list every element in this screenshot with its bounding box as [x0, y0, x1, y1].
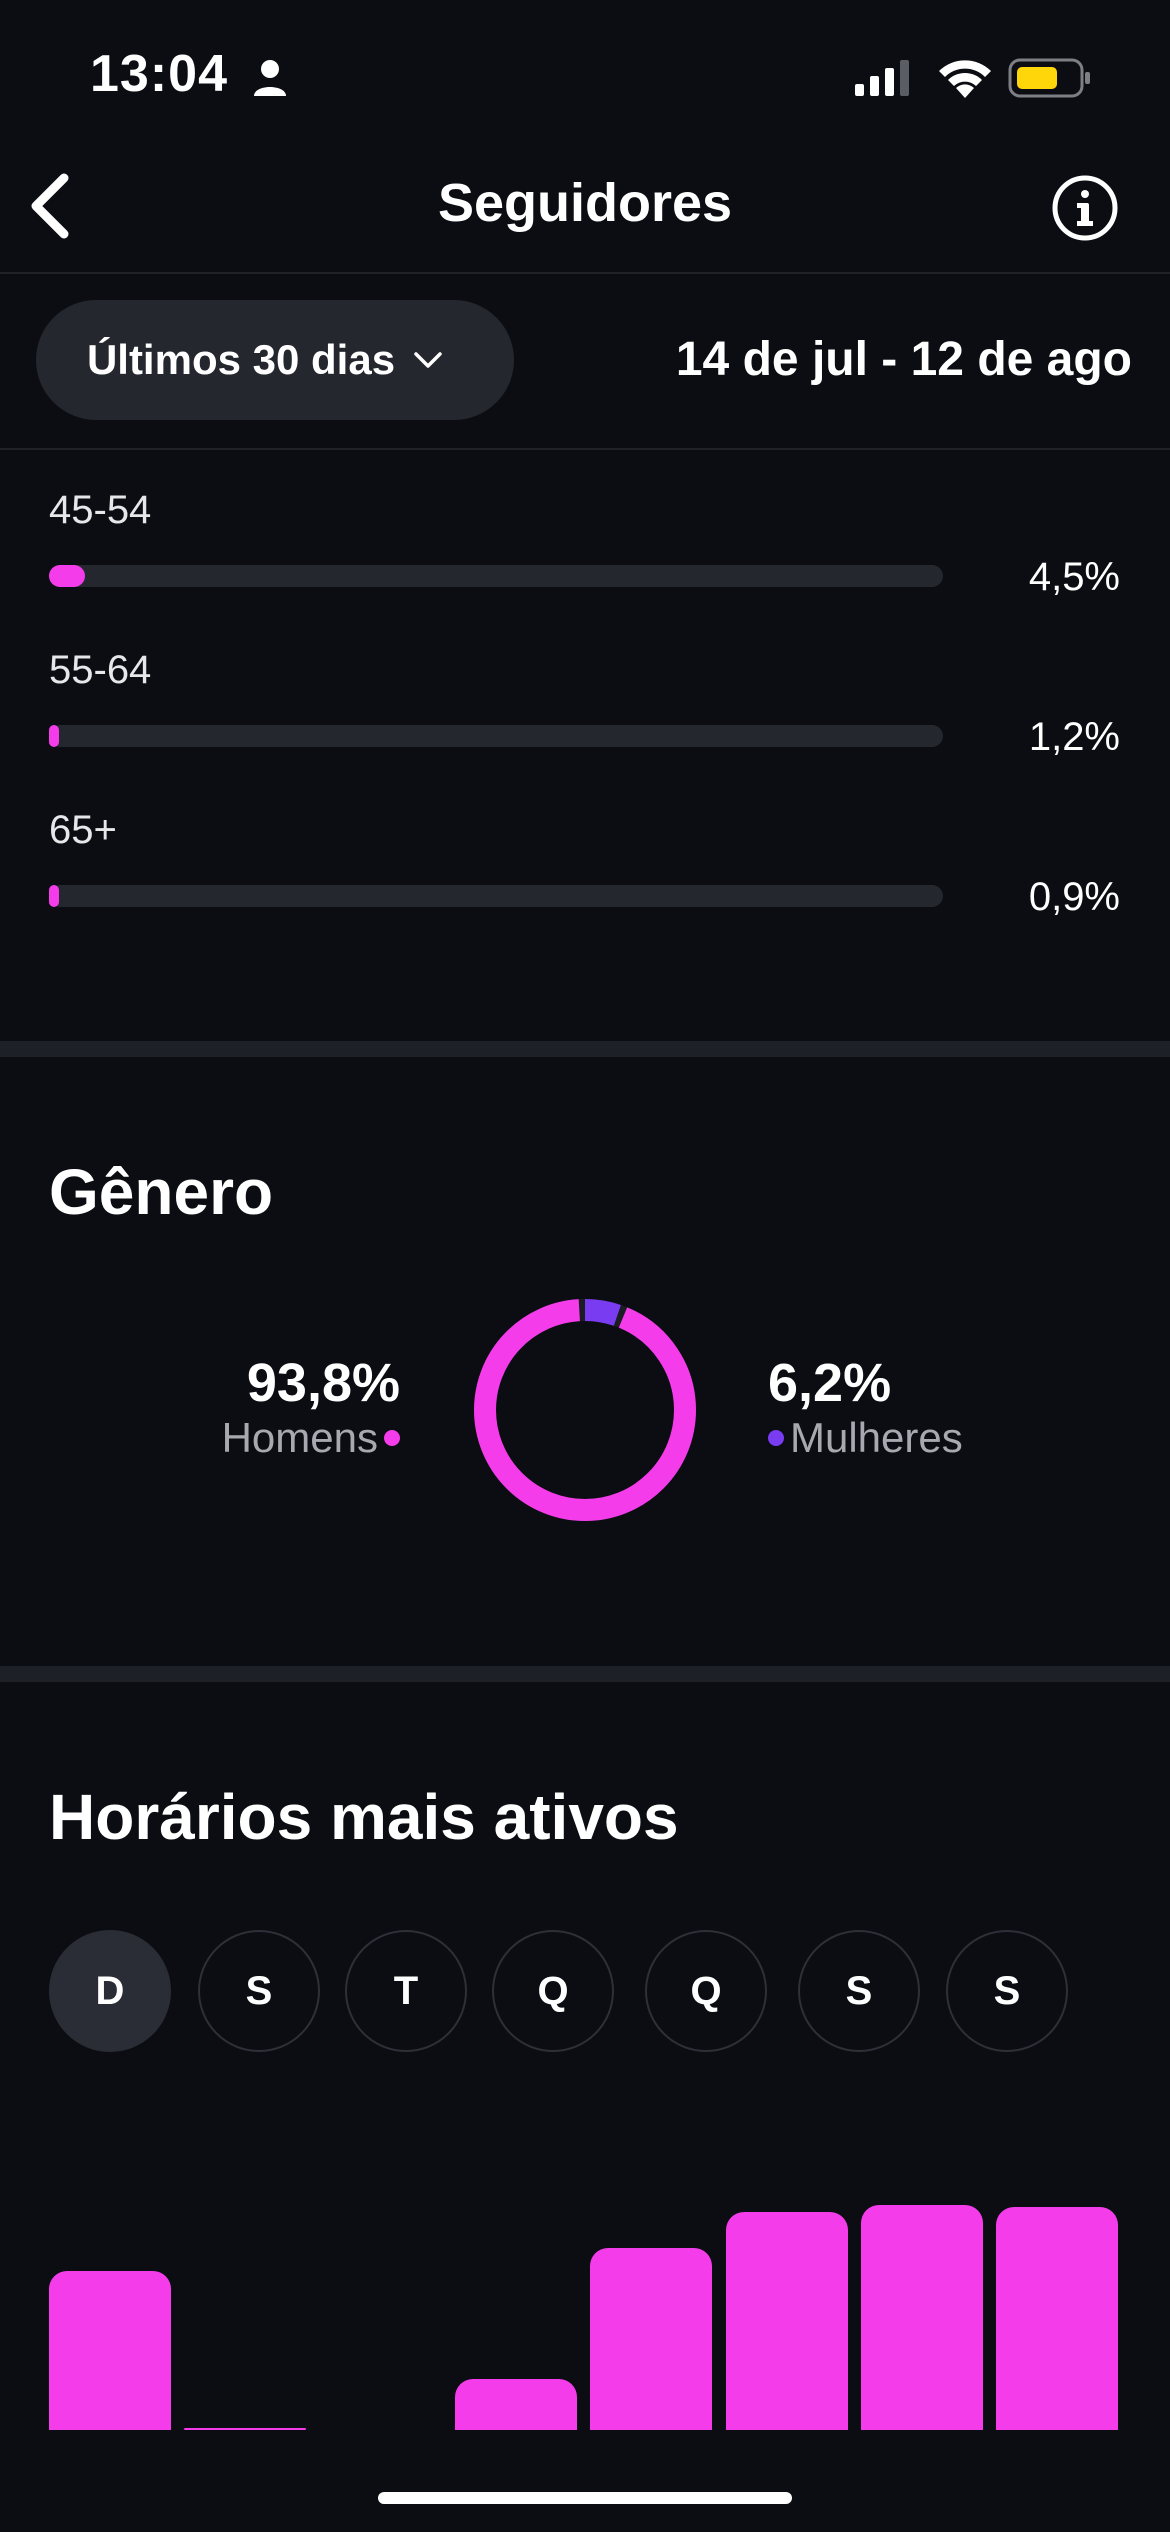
- age-bar-track: [49, 725, 943, 747]
- men-color-dot: [384, 1430, 400, 1446]
- men-percent: 93,8%: [246, 1353, 400, 1413]
- age-bar-fill: [49, 565, 86, 587]
- day-chip[interactable]: S: [198, 1930, 320, 2052]
- age-bar-track: [49, 885, 943, 907]
- date-range-text: 14 de jul - 12 de ago: [675, 333, 1132, 386]
- women-color-dot: [768, 1430, 784, 1446]
- day-chip[interactable]: S: [798, 1930, 920, 2052]
- gender-donut-chart: [474, 1299, 696, 1521]
- hour-bar: [996, 2206, 1119, 2430]
- active-hours-title: Horários mais ativos: [49, 1781, 679, 1853]
- donut-segment-men: [474, 1299, 696, 1521]
- day-chip[interactable]: Q: [645, 1930, 767, 2052]
- day-chip[interactable]: T: [345, 1930, 467, 2052]
- men-stat: 93,8% Homens: [222, 1352, 400, 1462]
- filter-divider: [0, 448, 1170, 450]
- page-title: Seguidores: [437, 173, 733, 233]
- chevron-down-icon: [414, 352, 442, 368]
- hour-bar: [454, 2379, 577, 2430]
- hour-bar: [184, 2427, 307, 2430]
- women-stat: 6,2% Mulheres: [768, 1352, 963, 1462]
- section-separator: [0, 1041, 1170, 1057]
- date-range-dropdown[interactable]: Últimos 30 dias: [36, 300, 514, 420]
- men-label: Homens: [221, 1414, 378, 1461]
- hour-bar: [49, 2271, 171, 2430]
- age-bar-fill: [49, 885, 59, 907]
- active-hours-bar-chart: [0, 2100, 1170, 2430]
- day-chip[interactable]: D: [49, 1930, 171, 2052]
- home-indicator: [378, 2492, 792, 2504]
- day-chip[interactable]: S: [946, 1930, 1068, 2052]
- person-icon: [254, 60, 286, 96]
- age-label: 65+: [49, 808, 117, 852]
- date-range-dropdown-label: Últimos 30 dias: [86, 336, 396, 383]
- status-time: 13:04: [90, 45, 228, 103]
- battery-icon: [1008, 58, 1090, 98]
- age-bar-fill: [49, 725, 59, 747]
- age-label: 55-64: [49, 648, 152, 692]
- info-icon[interactable]: [1051, 174, 1119, 242]
- hour-bar: [590, 2248, 713, 2430]
- day-chip[interactable]: Q: [492, 1930, 614, 2052]
- hour-bar: [725, 2211, 848, 2430]
- wifi-icon: [939, 60, 991, 98]
- hour-bar: [860, 2204, 983, 2430]
- cellular-signal-icon: [855, 60, 909, 96]
- men-legend: Homens: [222, 1414, 400, 1462]
- age-label: 45-54: [49, 488, 152, 532]
- back-chevron-icon[interactable]: [20, 168, 90, 244]
- women-label: Mulheres: [790, 1414, 963, 1461]
- section-separator: [0, 1666, 1170, 1682]
- gender-title: Gênero: [49, 1156, 274, 1228]
- age-percent: 1,2%: [1028, 715, 1120, 759]
- header-divider: [0, 272, 1170, 274]
- women-legend: Mulheres: [768, 1414, 963, 1462]
- women-percent: 6,2%: [768, 1353, 892, 1413]
- age-percent: 0,9%: [1028, 875, 1120, 919]
- age-percent: 4,5%: [1028, 555, 1120, 599]
- age-bar-track: [49, 565, 943, 587]
- donut-segment-women: [474, 1299, 696, 1521]
